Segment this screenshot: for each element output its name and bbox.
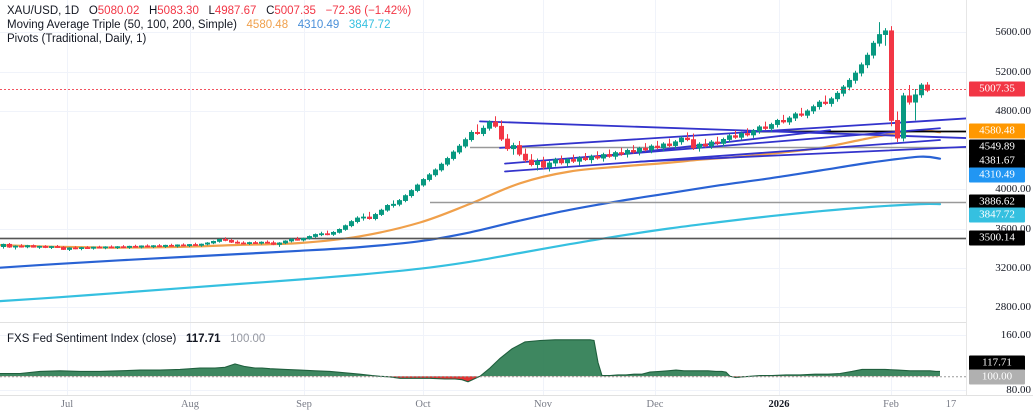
legend-row-pivots[interactable]: Pivots (Traditional, Daily, 1)	[7, 32, 411, 46]
price-tick-2800.00: 2800.00	[995, 301, 1031, 313]
close-value: 5007.35	[274, 5, 316, 17]
subchart-title: FXS Fed Sentiment Index (close)	[7, 333, 177, 345]
price-axis[interactable]: 5600.00 5200.00 4800.00 4000.00 3600.00 3200.…	[967, 0, 1033, 395]
subchart-baseline: 100.00	[230, 333, 266, 345]
sub-badge-117.71[interactable]: 117.71	[969, 355, 1025, 371]
time-label-Dec: Dec	[646, 399, 664, 410]
ma200-value: 3847.72	[348, 19, 391, 31]
time-label-Aug: Aug	[180, 399, 200, 410]
price-badge-4381.67[interactable]: 4381.67	[969, 153, 1025, 169]
time-label-Feb: Feb	[883, 399, 899, 410]
legend-row-symbol[interactable]: XAU/USD, 1D O5080.02 H5083.30 L4987.67 C…	[7, 4, 411, 18]
price-chart-canvas[interactable]	[0, 0, 966, 322]
price-badge-3847.72[interactable]: 3847.72	[969, 207, 1025, 223]
sub-tick-80.00: 80.00	[1006, 384, 1031, 396]
price-badge-3500.14[interactable]: 3500.14	[969, 230, 1025, 246]
pane-divider	[0, 322, 966, 323]
price-badge-5007.35[interactable]: 5007.35	[969, 81, 1025, 97]
symbol-label: XAU/USD, 1D	[7, 5, 80, 17]
low-label: L	[208, 5, 215, 17]
low-value: 4987.67	[214, 5, 257, 17]
time-label-Oct: Oct	[415, 399, 431, 410]
time-label-17: 17	[945, 399, 957, 410]
sentiment-subchart-canvas[interactable]	[0, 323, 966, 395]
ma100-value: 4310.49	[297, 19, 340, 31]
ma-title: Moving Average Triple (50, 100, 200, Sim…	[7, 19, 237, 31]
time-axis[interactable]: Jul Aug Sep Oct Nov Dec 2026 Feb 17	[0, 396, 966, 417]
price-badge-4580.48[interactable]: 4580.48	[969, 123, 1025, 139]
sub-tick-160.00: 160.00	[1000, 329, 1031, 341]
price-tick-5600.00: 5600.00	[995, 26, 1031, 38]
subchart-value: 117.71	[186, 333, 221, 345]
price-change: −72.36 (−1.42%)	[325, 5, 412, 17]
ma50-value: 4580.48	[246, 19, 289, 31]
open-value: 5080.02	[97, 5, 140, 17]
close-label: C	[266, 5, 275, 17]
price-tick-4800.00: 4800.00	[995, 105, 1031, 117]
time-label-Nov: Nov	[533, 399, 553, 410]
time-axis-divider	[0, 395, 1033, 396]
high-label: H	[148, 5, 158, 17]
time-label-2026: 2026	[768, 399, 790, 410]
pivots-title: Pivots (Traditional, Daily, 1)	[7, 33, 147, 45]
high-value: 5083.30	[157, 5, 199, 17]
sub-badge-100.00[interactable]: 100.00	[969, 369, 1025, 385]
price-tick-3200.00: 3200.00	[995, 262, 1031, 274]
price-badge-4310.49[interactable]: 4310.49	[969, 167, 1025, 183]
chart-legend: XAU/USD, 1D O5080.02 H5083.30 L4987.67 C…	[7, 4, 411, 46]
price-tick-4000.00: 4000.00	[995, 183, 1031, 195]
open-label: O	[88, 5, 98, 17]
price-axis-divider	[966, 0, 967, 395]
price-badge-4549.89[interactable]: 4549.89	[969, 139, 1025, 155]
price-tick-5200.00: 5200.00	[995, 66, 1031, 78]
subchart-legend[interactable]: FXS Fed Sentiment Index (close) 117.71 1…	[7, 332, 265, 346]
time-label-Jul: Jul	[60, 399, 74, 410]
legend-row-moving-average[interactable]: Moving Average Triple (50, 100, 200, Sim…	[7, 18, 411, 32]
time-label-Sep: Sep	[296, 399, 312, 410]
price-badge-3886.62[interactable]: 3886.62	[969, 194, 1025, 210]
